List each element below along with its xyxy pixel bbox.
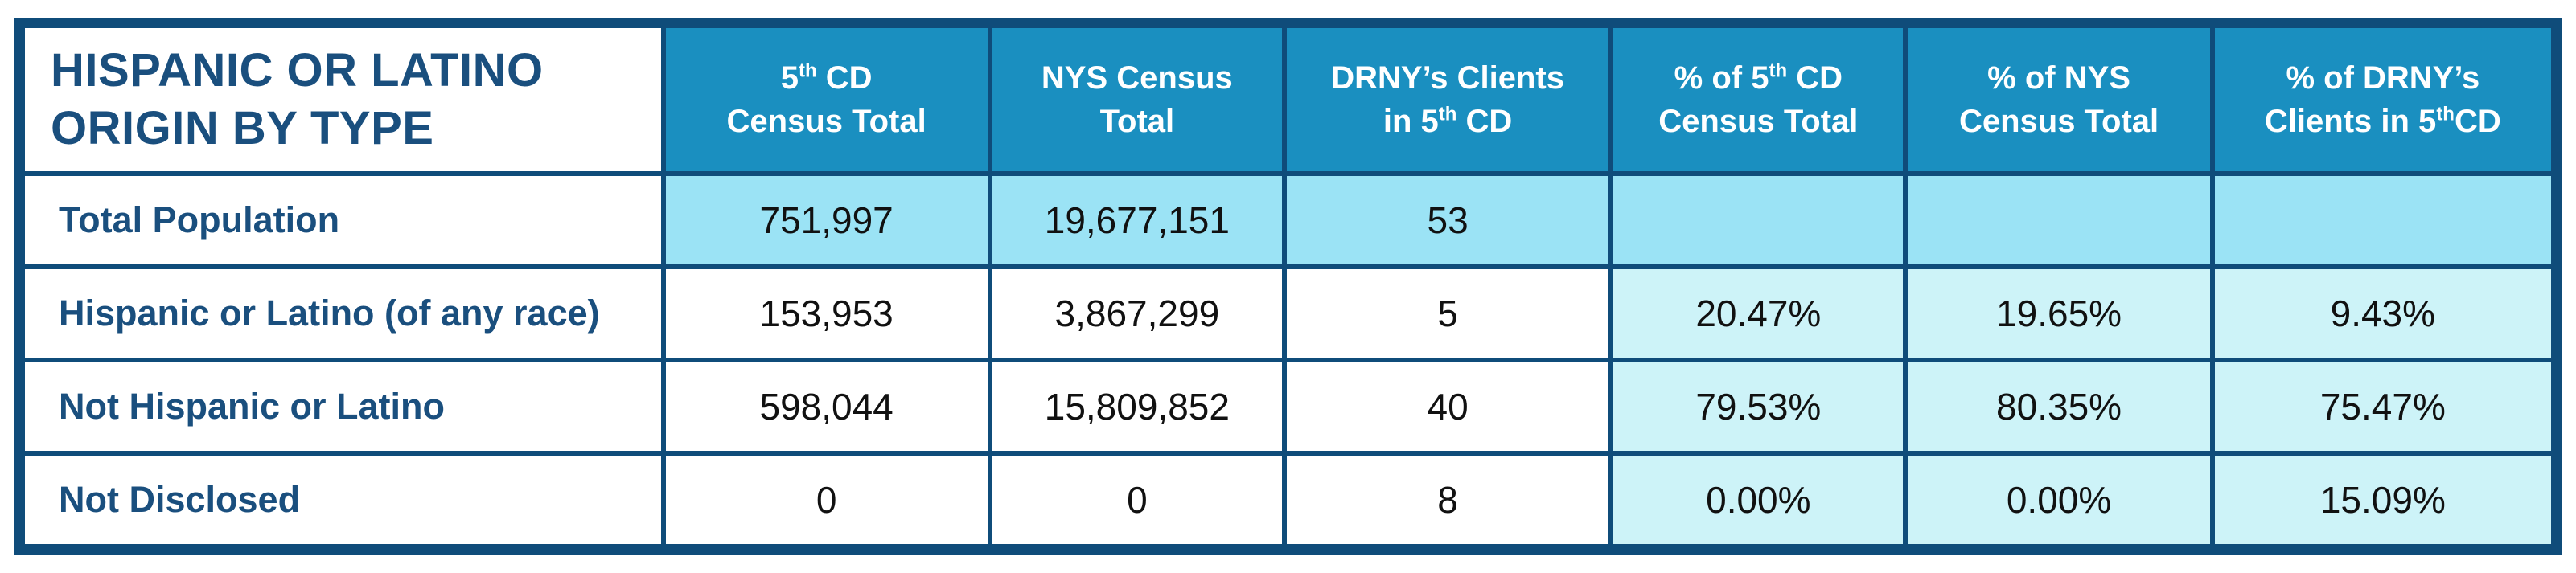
header-pct-cd-census: % of 5th CD Census Total — [1613, 28, 1904, 171]
table-row: Hispanic or Latino (of any race) 153,953… — [25, 269, 2551, 358]
header-pct-nys-census: % of NYS Census Total — [1908, 28, 2210, 171]
cell-drny-clients: 53 — [1286, 176, 1609, 264]
table-title: HISPANIC OR LATINO ORIGIN BY TYPE — [25, 28, 661, 171]
cell-pct-cd: 20.47% — [1613, 269, 1904, 358]
cell-nys-census: 3,867,299 — [992, 269, 1282, 358]
row-label: Not Hispanic or Latino — [25, 362, 661, 451]
cell-pct-drny — [2214, 176, 2551, 264]
header-pct-drny-clients: % of DRNY’s Clients in 5thCD — [2214, 28, 2551, 171]
header-cd-census-total: 5th CD Census Total — [665, 28, 988, 171]
cell-cd-census: 153,953 — [665, 269, 988, 358]
cell-nys-census: 15,809,852 — [992, 362, 1282, 451]
cell-pct-drny: 9.43% — [2214, 269, 2551, 358]
cell-cd-census: 0 — [665, 456, 988, 544]
row-label: Total Population — [25, 176, 661, 264]
cell-pct-nys: 19.65% — [1908, 269, 2210, 358]
cell-pct-nys — [1908, 176, 2210, 264]
row-label: Hispanic or Latino (of any race) — [25, 269, 661, 358]
row-label: Not Disclosed — [25, 456, 661, 544]
hispanic-origin-table: HISPANIC OR LATINO ORIGIN BY TYPE 5th CD… — [20, 23, 2556, 549]
table-frame: HISPANIC OR LATINO ORIGIN BY TYPE 5th CD… — [14, 18, 2562, 555]
cell-drny-clients: 5 — [1286, 269, 1609, 358]
cell-pct-drny: 75.47% — [2214, 362, 2551, 451]
header-drny-clients: DRNY’s Clients in 5th CD — [1286, 28, 1609, 171]
header-nys-census-total: NYS Census Total — [992, 28, 1282, 171]
cell-nys-census: 19,677,151 — [992, 176, 1282, 264]
cell-drny-clients: 40 — [1286, 362, 1609, 451]
cell-pct-cd — [1613, 176, 1904, 264]
cell-pct-drny: 15.09% — [2214, 456, 2551, 544]
header-row: HISPANIC OR LATINO ORIGIN BY TYPE 5th CD… — [25, 28, 2551, 171]
cell-pct-nys: 0.00% — [1908, 456, 2210, 544]
table-row: Not Hispanic or Latino 598,044 15,809,85… — [25, 362, 2551, 451]
cell-cd-census: 598,044 — [665, 362, 988, 451]
cell-pct-cd: 79.53% — [1613, 362, 1904, 451]
table-row: Not Disclosed 0 0 8 0.00% 0.00% 15.09% — [25, 456, 2551, 544]
cell-cd-census: 751,997 — [665, 176, 988, 264]
cell-drny-clients: 8 — [1286, 456, 1609, 544]
cell-pct-nys: 80.35% — [1908, 362, 2210, 451]
cell-pct-cd: 0.00% — [1613, 456, 1904, 544]
cell-nys-census: 0 — [992, 456, 1282, 544]
table-row: Total Population 751,997 19,677,151 53 — [25, 176, 2551, 264]
title-line-2: ORIGIN BY TYPE — [51, 102, 434, 154]
title-line-1: HISPANIC OR LATINO — [51, 44, 544, 96]
